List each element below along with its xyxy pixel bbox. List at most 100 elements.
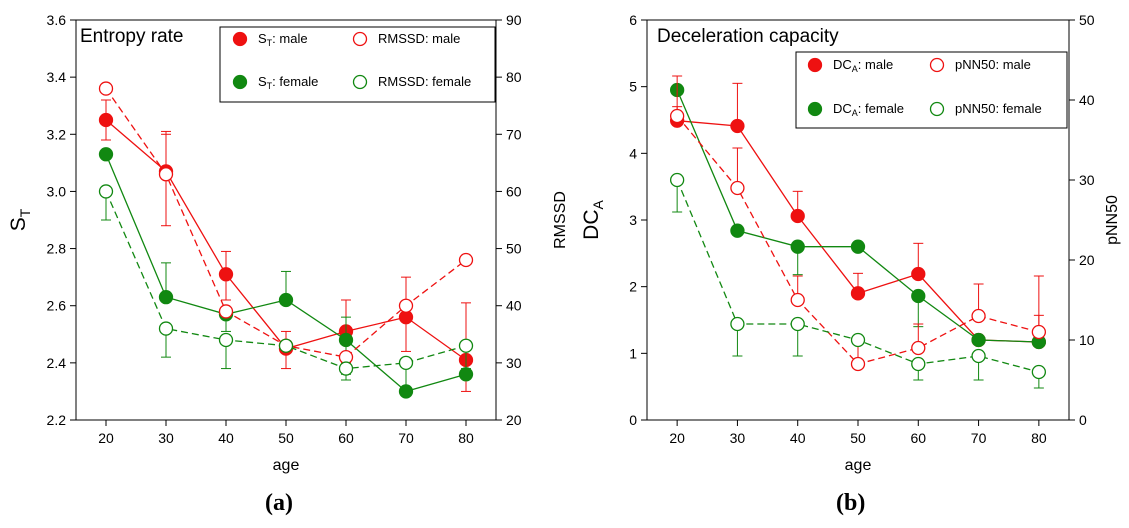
legend-entry: DCA: female — [833, 101, 904, 118]
data-point — [850, 286, 866, 301]
panel-label-close: ) — [857, 490, 865, 516]
legend-entry-rest: : male — [272, 31, 307, 46]
data-point — [98, 184, 114, 199]
legend-marker — [352, 31, 368, 47]
x-tick-label: 50 — [278, 430, 294, 446]
legend-entry-rest: : female — [858, 101, 904, 116]
x-axis-label: age — [273, 457, 300, 474]
y2-tick-label: 50 — [506, 241, 522, 257]
y2-axis-label: RMSSD — [552, 191, 569, 249]
panel-label: (a) — [265, 490, 293, 516]
x-tick-label: 70 — [398, 430, 414, 446]
data-point — [158, 321, 174, 336]
legend-entry-text: DC — [833, 57, 852, 72]
y-tick-label: 3 — [629, 212, 637, 228]
y-axis-label-main: DC — [580, 210, 603, 240]
data-point — [850, 332, 866, 348]
legend-entry: RMSSD: female — [378, 74, 471, 89]
legend-entry-text: pNN50: female — [955, 101, 1042, 116]
series-3 — [98, 184, 474, 392]
y-tick-label: 4 — [629, 145, 637, 161]
y2-tick-label: 40 — [1079, 92, 1095, 108]
y2-tick-label: 30 — [1079, 172, 1095, 188]
data-point — [730, 316, 745, 332]
data-point — [669, 108, 685, 124]
x-axis-label: age — [845, 457, 872, 474]
y2-tick-label: 50 — [1079, 12, 1095, 28]
y-tick-label: 6 — [629, 12, 637, 28]
legend-entry-sub: T — [267, 81, 273, 91]
y-tick-label: 3.6 — [47, 12, 67, 28]
y-axis-label-main: S — [7, 217, 30, 231]
y-tick-label: 2.8 — [47, 241, 67, 257]
data-point — [971, 348, 986, 364]
data-point — [278, 292, 294, 308]
legend-marker — [232, 31, 248, 47]
data-point — [458, 367, 474, 382]
data-point — [790, 239, 805, 254]
data-point — [98, 81, 114, 96]
x-tick-label: 40 — [790, 430, 806, 446]
y-tick-label: 3.4 — [47, 69, 67, 85]
data-point — [911, 340, 926, 356]
y2-tick-label: 40 — [506, 298, 522, 314]
data-point — [730, 180, 745, 196]
y-tick-label: 2.6 — [47, 298, 67, 314]
data-point — [850, 239, 866, 254]
data-point — [338, 332, 354, 348]
data-point — [730, 118, 745, 134]
y2-tick-label: 90 — [506, 12, 522, 28]
panel-label-close: ) — [285, 490, 293, 516]
data-point — [98, 112, 114, 128]
legend-entry: DCA: male — [833, 57, 893, 74]
y-tick-label: 2.4 — [47, 355, 67, 371]
panel-label-letter: b — [844, 490, 857, 516]
legend-entry-sub: A — [852, 64, 858, 74]
x-tick-label: 60 — [338, 430, 354, 446]
legend-entry-text: S — [258, 74, 267, 89]
data-point — [971, 308, 986, 324]
data-point — [790, 292, 805, 308]
y-tick-label: 2 — [629, 279, 637, 295]
data-point — [850, 356, 866, 372]
data-point — [911, 288, 926, 304]
y2-tick-label: 60 — [506, 183, 522, 199]
x-tick-label: 40 — [218, 430, 234, 446]
x-tick-label: 30 — [158, 430, 174, 446]
legend-entry-text: pNN50: male — [955, 57, 1031, 72]
legend-entry: pNN50: female — [955, 101, 1042, 116]
data-point — [338, 361, 354, 376]
chart-title: Deceleration capacity — [657, 26, 839, 47]
data-point — [911, 356, 926, 372]
y2-tick-label: 30 — [506, 355, 522, 371]
y-tick-label: 2.2 — [47, 412, 67, 428]
series-3 — [669, 172, 1047, 389]
data-point — [971, 332, 986, 348]
series-line — [105, 119, 467, 361]
data-point — [790, 316, 805, 332]
y-axis-label-sub: A — [590, 200, 606, 210]
data-point — [398, 298, 414, 313]
y2-tick-label: 80 — [506, 69, 522, 85]
x-tick-label: 70 — [971, 430, 987, 446]
x-tick-label: 60 — [910, 430, 926, 446]
data-point — [1031, 324, 1047, 340]
chart-title: Entropy rate — [80, 26, 184, 47]
chart-panel-a: 2.2 2.4 2.6 2.8 3.0 3.2 3.4 3.6 20 30 40 50 60 70 80 90… — [7, 12, 569, 516]
y-axis-label: ST — [7, 208, 33, 231]
y-tick-label: 5 — [629, 79, 637, 95]
y-tick-label: 1 — [629, 345, 637, 361]
y2-tick-label: 20 — [506, 412, 522, 428]
y-axis-label-sub: T — [17, 208, 33, 217]
legend-entry-sub: A — [852, 108, 858, 118]
legend-entry: pNN50: male — [955, 57, 1031, 72]
data-point — [218, 304, 234, 319]
x-tick-label: 20 — [98, 430, 114, 446]
legend-entry-rest: : female — [272, 74, 318, 89]
data-point — [790, 208, 805, 224]
legend-entry-sub: T — [267, 38, 273, 48]
